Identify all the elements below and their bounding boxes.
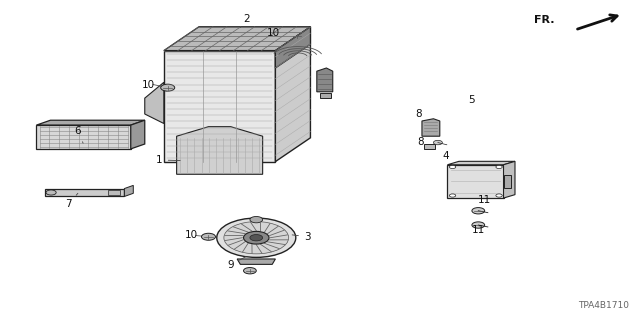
Text: 8: 8 (417, 137, 424, 147)
FancyBboxPatch shape (36, 125, 131, 149)
Text: FR.: FR. (534, 15, 554, 25)
Text: 4: 4 (443, 151, 449, 161)
Polygon shape (275, 27, 310, 162)
Text: 10: 10 (141, 79, 154, 90)
Polygon shape (145, 82, 164, 124)
Text: 3: 3 (292, 232, 310, 242)
Polygon shape (124, 185, 133, 196)
Circle shape (449, 194, 456, 197)
Circle shape (217, 218, 296, 257)
Polygon shape (237, 259, 275, 264)
Circle shape (496, 165, 502, 169)
FancyBboxPatch shape (108, 190, 120, 195)
Text: 10: 10 (185, 230, 198, 241)
Circle shape (202, 233, 216, 240)
Circle shape (449, 165, 456, 169)
Circle shape (496, 194, 502, 197)
Circle shape (433, 140, 442, 145)
Polygon shape (504, 175, 511, 188)
Circle shape (472, 222, 484, 228)
Text: 9: 9 (227, 256, 246, 270)
Polygon shape (131, 120, 145, 149)
Polygon shape (504, 161, 515, 198)
Polygon shape (164, 27, 310, 51)
Circle shape (290, 32, 304, 39)
Text: 10: 10 (267, 28, 280, 38)
Text: 11: 11 (472, 225, 484, 236)
Circle shape (244, 231, 269, 244)
Polygon shape (447, 161, 515, 165)
Circle shape (250, 216, 262, 223)
Text: 11: 11 (478, 195, 491, 205)
Polygon shape (317, 68, 333, 92)
Polygon shape (422, 119, 440, 136)
Polygon shape (275, 27, 310, 68)
Circle shape (161, 84, 175, 91)
Polygon shape (320, 93, 331, 98)
Text: 6: 6 (74, 126, 83, 143)
Circle shape (244, 268, 256, 274)
Circle shape (472, 208, 484, 214)
Circle shape (224, 221, 289, 254)
Polygon shape (36, 120, 145, 125)
Text: 7: 7 (65, 193, 78, 209)
Polygon shape (177, 127, 262, 174)
Circle shape (250, 235, 262, 241)
FancyBboxPatch shape (447, 165, 504, 198)
Text: 8: 8 (415, 109, 422, 119)
FancyBboxPatch shape (45, 188, 124, 196)
Text: TPA4B1710: TPA4B1710 (578, 301, 629, 310)
Circle shape (46, 190, 56, 195)
Text: 2: 2 (241, 14, 250, 28)
Text: 1: 1 (156, 155, 180, 165)
Text: 5: 5 (468, 95, 475, 105)
Polygon shape (424, 144, 435, 149)
Polygon shape (164, 51, 275, 162)
